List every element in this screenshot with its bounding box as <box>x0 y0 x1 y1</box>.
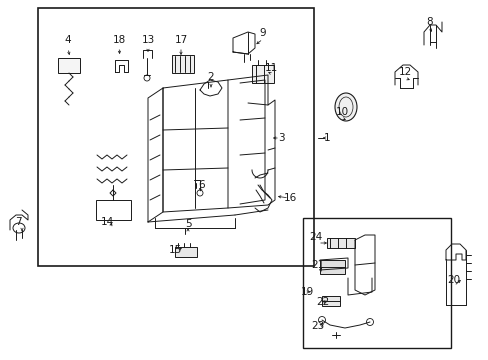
Text: 7: 7 <box>15 217 21 227</box>
Text: 14: 14 <box>100 217 113 227</box>
Bar <box>251 65 273 83</box>
Bar <box>172 55 194 73</box>
Text: 10: 10 <box>335 107 348 117</box>
Bar <box>96 200 131 220</box>
Bar <box>175 247 197 257</box>
Text: 17: 17 <box>174 35 187 45</box>
Text: 8: 8 <box>426 17 432 27</box>
Text: 4: 4 <box>64 35 71 45</box>
Text: 9: 9 <box>259 28 266 38</box>
Text: 18: 18 <box>112 35 125 45</box>
Text: 6: 6 <box>198 180 205 190</box>
Bar <box>319 260 345 274</box>
Ellipse shape <box>334 93 356 121</box>
Text: 23: 23 <box>311 321 324 331</box>
Text: 19: 19 <box>300 287 313 297</box>
Text: 16: 16 <box>283 193 296 203</box>
Text: 5: 5 <box>184 219 191 229</box>
Bar <box>326 238 354 248</box>
Text: 2: 2 <box>207 72 214 82</box>
Text: 15: 15 <box>168 245 181 255</box>
Text: 3: 3 <box>277 133 284 143</box>
Text: 11: 11 <box>264 63 277 73</box>
Bar <box>303 218 450 348</box>
Bar <box>321 296 339 306</box>
Bar <box>58 58 80 73</box>
Text: 12: 12 <box>398 67 411 77</box>
Text: 22: 22 <box>316 297 329 307</box>
Bar <box>38 8 313 266</box>
Text: 21: 21 <box>311 260 324 270</box>
Text: 1: 1 <box>323 133 329 143</box>
Text: 13: 13 <box>141 35 154 45</box>
Text: 20: 20 <box>447 275 460 285</box>
Text: 24: 24 <box>309 232 322 242</box>
